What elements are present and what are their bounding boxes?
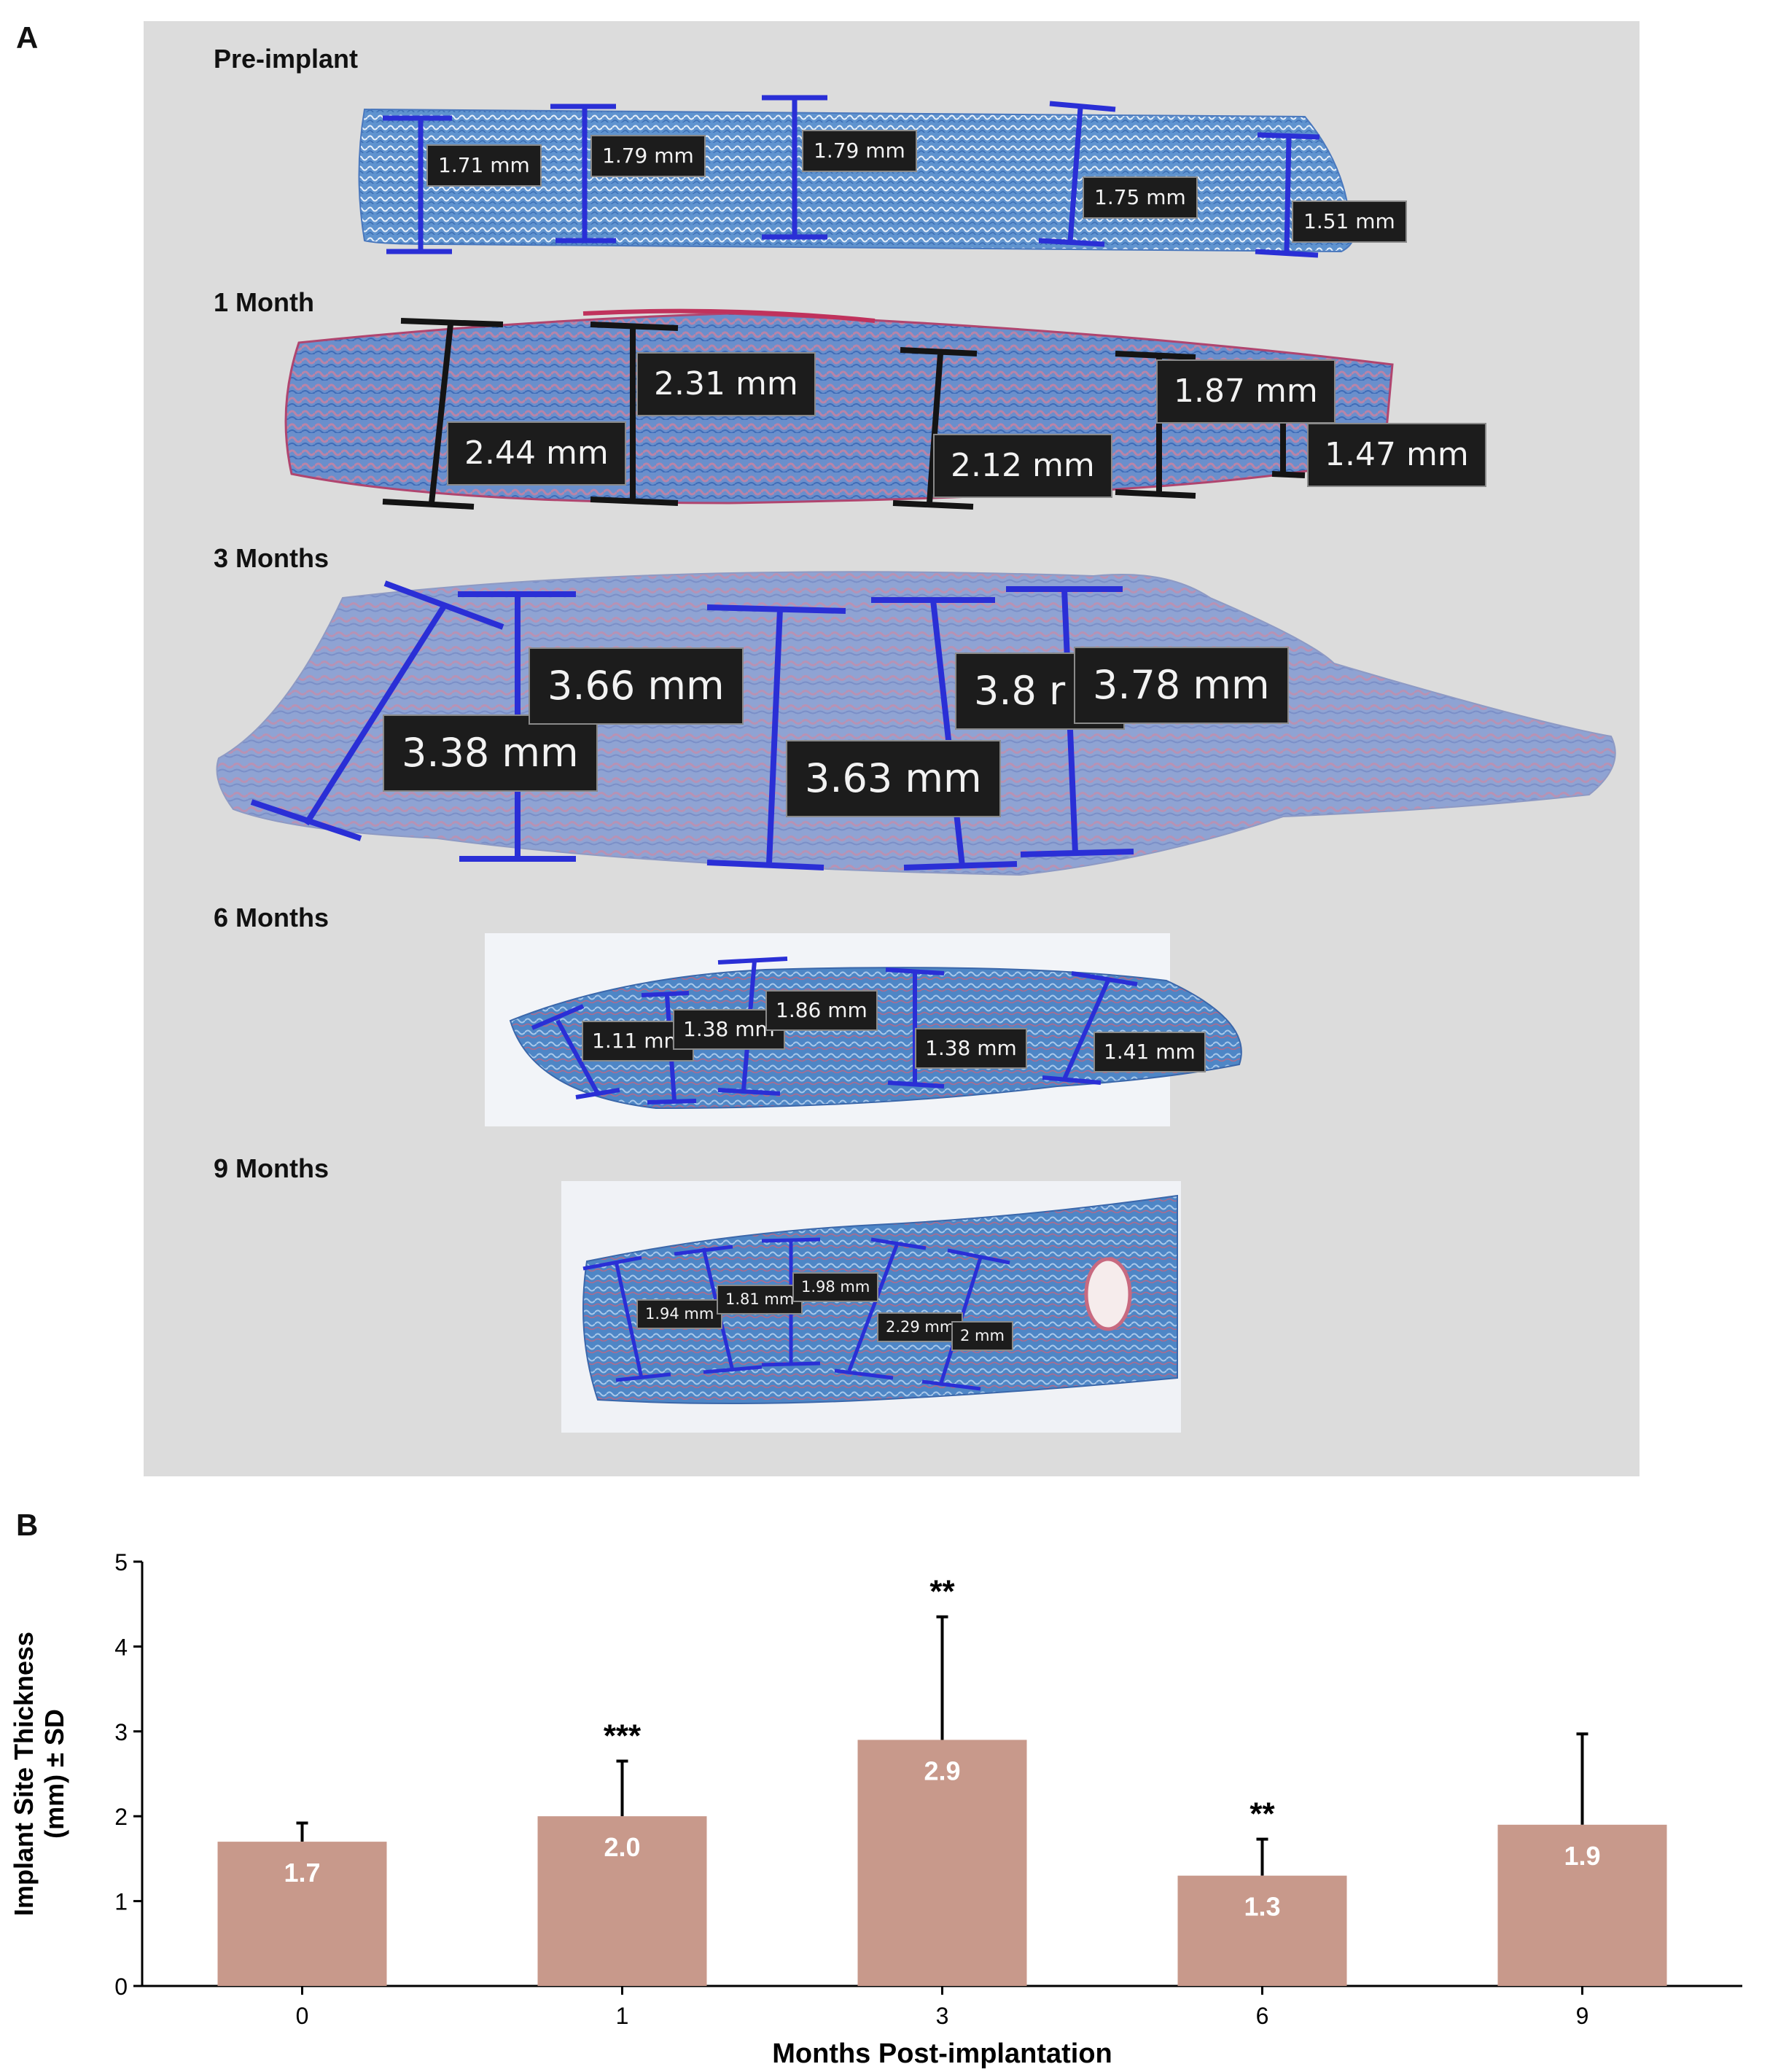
- panel-b-letter: B: [16, 1508, 39, 1542]
- x-tick-label: 0: [296, 2003, 309, 2029]
- x-tick-label: 6: [1256, 2003, 1269, 2029]
- x-tick-label: 1: [616, 2003, 629, 2029]
- measurement-label: 1.94 mm: [636, 1299, 723, 1329]
- bar-value-label: 1.7: [284, 1858, 320, 1888]
- section-label-9-months: 9 Months: [214, 1153, 329, 1183]
- y-tick-label: 5: [114, 1549, 128, 1576]
- bar: [1177, 1875, 1347, 1986]
- measurement-label: 2.31 mm: [636, 352, 816, 416]
- measurement-label: 1.38 mm: [915, 1028, 1027, 1069]
- x-tick-label: 9: [1576, 2003, 1589, 2029]
- significance-marker: ***: [604, 1718, 642, 1754]
- bar-chart: 0 1 2 3 4 5 Implant Site Thickness (mm) ± SD 1.7…: [9, 1549, 1742, 2069]
- measurement-label: 2.12 mm: [933, 434, 1112, 498]
- x-axis-label: Months Post-implantation: [772, 2038, 1112, 2069]
- y-axis-label: Implant Site Thickness: [9, 1632, 39, 1916]
- measurement-label: 1.79 mm: [802, 130, 917, 172]
- measurement-label: 3.38 mm: [383, 714, 598, 792]
- measurement-label: 1.47 mm: [1307, 423, 1486, 487]
- bar-value-label: 1.3: [1244, 1892, 1280, 1922]
- bar: [1497, 1824, 1667, 1986]
- measurement-label: 1.98 mm: [792, 1272, 879, 1302]
- section-label-1-month: 1 Month: [214, 287, 314, 317]
- bar-value-label: 2.0: [604, 1832, 640, 1862]
- y-tick-label: 3: [114, 1719, 128, 1745]
- measurement-label: 2.44 mm: [447, 421, 626, 486]
- bar-value-label: 1.9: [1564, 1841, 1600, 1871]
- y-tick-label: 0: [114, 1974, 128, 2000]
- section-label-pre-implant: Pre-implant: [214, 44, 359, 74]
- measurement-label: 3.78 mm: [1074, 647, 1289, 724]
- bar: [537, 1816, 707, 1986]
- y-tick-label: 2: [114, 1804, 128, 1830]
- measurement-label: 1.75 mm: [1083, 176, 1198, 219]
- measurement-label: 1.87 mm: [1156, 359, 1336, 424]
- y-tick-label: 4: [114, 1634, 128, 1660]
- measurement-label: 1.38 mm: [673, 1009, 785, 1050]
- significance-marker: **: [929, 1574, 955, 1610]
- bar-value-label: 2.9: [924, 1756, 960, 1785]
- measurement-label: 1.81 mm: [717, 1285, 803, 1315]
- measurement-label: 1.41 mm: [1093, 1032, 1206, 1072]
- bar: [857, 1740, 1027, 1986]
- measurement-label: 1.51 mm: [1292, 200, 1407, 243]
- y-tick-label: 1: [114, 1889, 128, 1915]
- measurement-label: 2.29 mm: [877, 1312, 964, 1342]
- significance-marker: **: [1249, 1796, 1275, 1832]
- measurement-label: 1.79 mm: [590, 135, 706, 177]
- x-tick-label: 3: [936, 2003, 949, 2029]
- panel-a-letter: A: [16, 20, 39, 55]
- measurement-label: 2 mm: [951, 1321, 1013, 1351]
- section-label-3-months: 3 Months: [214, 543, 329, 573]
- measurement-label: 3.63 mm: [786, 740, 1001, 817]
- section-label-6-months: 6 Months: [214, 903, 329, 932]
- measurement-label: 1.86 mm: [765, 990, 878, 1031]
- y-axis-label: (mm) ± SD: [39, 1709, 69, 1839]
- bar: [217, 1842, 387, 1986]
- measurement-label: 3.66 mm: [529, 647, 744, 725]
- measurement-label: 1.71 mm: [426, 144, 542, 187]
